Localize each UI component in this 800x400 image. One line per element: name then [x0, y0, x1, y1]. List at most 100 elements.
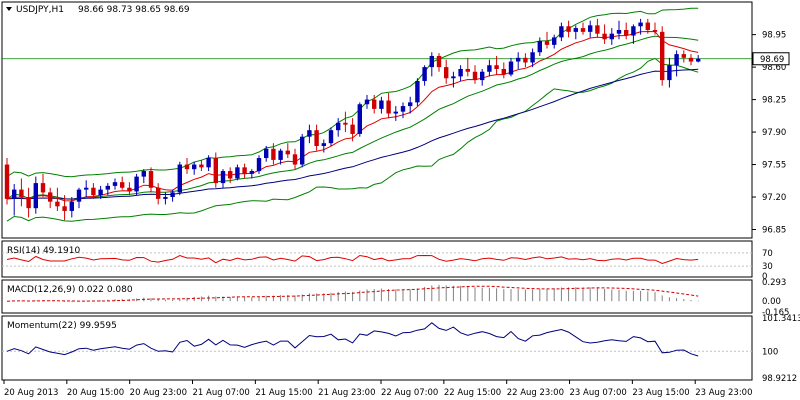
candle-body — [645, 22, 650, 30]
candle-body — [487, 65, 492, 72]
candle-body — [480, 71, 485, 81]
candle-body — [321, 143, 326, 146]
macd-tick-label: -0.165 — [762, 308, 789, 318]
candle-body — [141, 171, 146, 177]
macd-panel-frame — [1, 279, 753, 314]
candle-body — [19, 189, 24, 198]
price-tick-label: 98.60 — [762, 63, 786, 73]
candle-body — [674, 54, 679, 66]
candle-body — [436, 55, 442, 68]
candle-body — [170, 192, 175, 198]
candle-body — [242, 167, 247, 174]
candle-body — [588, 25, 593, 32]
candle-body — [681, 54, 686, 58]
candle-body — [213, 158, 218, 184]
candle-body — [472, 71, 478, 81]
collapse-triangle-icon[interactable] — [6, 7, 12, 11]
candle-body — [148, 171, 154, 188]
candle-body — [616, 29, 622, 34]
candle-body — [530, 52, 535, 63]
price-tick-label: 98.95 — [762, 31, 786, 41]
rsi-line — [6, 254, 699, 265]
candle-body — [163, 197, 168, 199]
candle-body — [688, 57, 694, 62]
candle-body — [192, 164, 197, 170]
candle-body — [300, 136, 305, 165]
candle-body — [566, 26, 571, 32]
rsi-tick-label: 0 — [762, 272, 767, 282]
price-panel — [2, 7, 752, 222]
macd-signal-line — [6, 285, 699, 302]
candle-body — [314, 130, 319, 146]
price-tick-label: 96.85 — [762, 226, 786, 236]
candle-body — [235, 167, 240, 179]
candle-body — [415, 81, 420, 103]
last-price-label: 98.69 — [760, 55, 784, 65]
candle-body — [508, 61, 514, 75]
candle-body — [516, 57, 521, 62]
rsi-tick-label: 30 — [762, 262, 773, 272]
candle-body — [292, 154, 298, 165]
candle-body — [69, 201, 74, 211]
time-tick-label: 22 Aug 07:00 — [381, 388, 438, 398]
candle-body — [451, 76, 456, 79]
candle-body — [264, 148, 269, 159]
candle-body — [336, 122, 341, 131]
candle-body — [328, 130, 334, 144]
momentum-line — [6, 322, 699, 357]
candle-body — [134, 176, 139, 192]
candle-body — [206, 158, 211, 168]
candle-body — [256, 158, 262, 172]
candle-body — [127, 187, 132, 192]
time-tick-label: 22 Aug 15:00 — [444, 388, 501, 398]
momentum-tick-label: 100 — [762, 347, 778, 357]
time-tick-label: 21 Aug 23:00 — [318, 388, 375, 398]
candle-body — [33, 183, 38, 209]
momentum-tick-label: 98.9212 — [762, 374, 797, 384]
candle-body — [177, 164, 182, 193]
bollinger-upper-line — [6, 7, 699, 178]
candle-body — [465, 68, 470, 72]
time-tick-label: 22 Aug 23:00 — [507, 388, 564, 398]
macd-panel — [6, 284, 699, 302]
rsi-panel — [2, 252, 752, 267]
time-tick-label: 20 Aug 2013 — [4, 388, 58, 398]
candle-body — [84, 187, 89, 190]
candle-body — [12, 189, 17, 199]
price-tick-label: 97.55 — [762, 161, 786, 171]
momentum-panel — [2, 322, 752, 357]
bollinger-lower-line — [6, 57, 699, 222]
momentum-panel-frame — [1, 315, 753, 381]
candle-body — [285, 150, 290, 155]
candle-body — [91, 187, 96, 196]
candle-body — [120, 182, 125, 188]
time-tick-label: 21 Aug 07:00 — [193, 388, 250, 398]
candle-body — [228, 171, 233, 179]
ohlc-readout: 98.66 98.73 98.65 98.69 — [78, 5, 190, 15]
rsi-label: RSI(14) 49.1910 — [7, 246, 80, 256]
candle-body — [552, 37, 557, 45]
price-tick-label: 98.25 — [762, 96, 786, 106]
momentum-label: Momentum(22) 99.9595 — [7, 321, 117, 331]
candle-body — [523, 57, 528, 63]
candle-body — [184, 164, 190, 170]
candle-body — [494, 65, 499, 69]
time-tick-label: 23 Aug 23:00 — [695, 388, 752, 398]
macd-label: MACD(12,26,9) 0.022 0.080 — [7, 285, 133, 295]
candle-body — [631, 26, 636, 36]
candle-body — [220, 171, 226, 184]
candle-body — [379, 100, 384, 109]
candle-body — [393, 111, 398, 114]
candle-body — [249, 171, 254, 174]
candle-body — [609, 33, 614, 40]
symbol-label: USDJPY,H1 — [16, 5, 64, 15]
candle-body — [544, 41, 550, 45]
candle-body — [26, 197, 31, 209]
candle-body — [573, 28, 578, 32]
candle-body — [444, 67, 449, 79]
candle-body — [400, 106, 406, 112]
candle-body — [156, 187, 161, 199]
time-tick-label: 20 Aug 15:00 — [67, 388, 124, 398]
candle-body — [458, 68, 463, 77]
